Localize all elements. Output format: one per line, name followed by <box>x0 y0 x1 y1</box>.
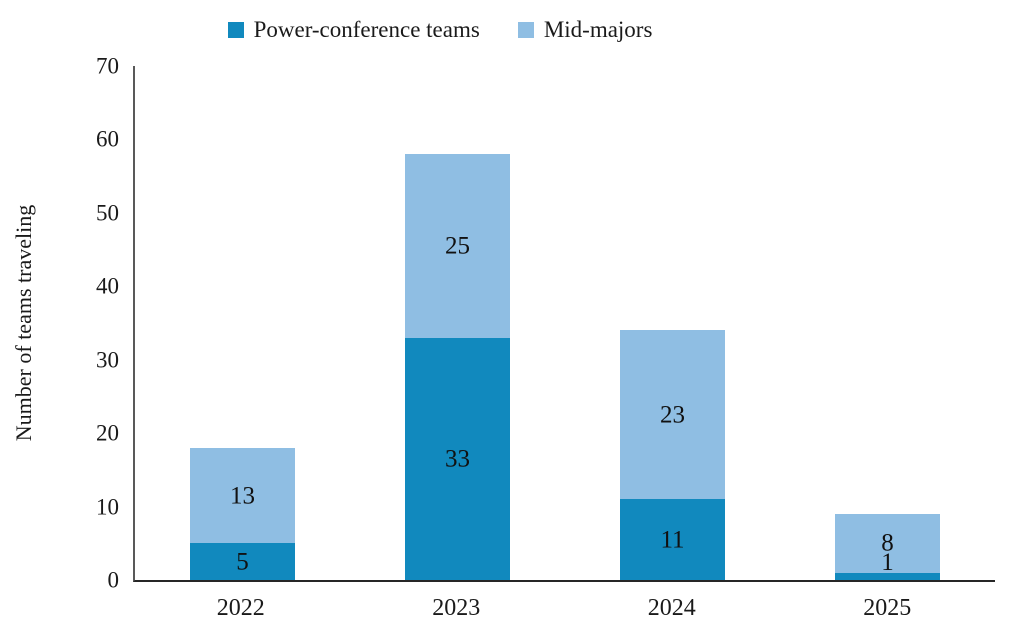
bar-value-label: 1 <box>881 548 894 576</box>
bar-group-2024: 23 11 <box>565 66 780 580</box>
x-axis-label: 2024 <box>647 595 696 621</box>
bar-value-label: 11 <box>660 526 685 554</box>
bar-stack: 13 5 <box>190 66 295 580</box>
y-tick-label: 70 <box>96 53 119 79</box>
legend-item-power-conference: Power-conference teams <box>227 17 480 42</box>
plot-area: 13 5 25 33 23 11 8 1 <box>133 66 995 582</box>
legend-swatch-power-conference <box>227 21 244 38</box>
legend-swatch-mid-majors <box>517 21 534 38</box>
bar-value-label: 5 <box>236 548 249 576</box>
x-axis-label: 2025 <box>863 595 912 621</box>
y-tick-label: 30 <box>96 347 119 373</box>
bar-stack: 23 11 <box>620 66 725 580</box>
bar-segment: 13 <box>190 447 295 544</box>
bar-value-label: 8 <box>881 529 894 557</box>
x-axis-labels: 2022 2023 2024 2025 <box>133 596 995 620</box>
legend-item-mid-majors: Mid-majors <box>517 17 653 42</box>
bar-group-2022: 13 5 <box>135 66 350 580</box>
bar-segment: 33 <box>405 337 510 580</box>
legend: Power-conference teams Mid-majors <box>0 18 880 41</box>
y-tick-label: 0 <box>107 567 120 593</box>
bar-value-label: 23 <box>660 401 685 429</box>
bar-value-label: 25 <box>445 232 470 260</box>
y-axis-title: Number of teams traveling <box>11 204 36 442</box>
y-tick-label: 10 <box>96 494 119 520</box>
bar-value-label: 33 <box>445 445 470 473</box>
bar-stack: 25 33 <box>405 66 510 580</box>
bar-group-2023: 25 33 <box>350 66 565 580</box>
legend-label-mid-majors: Mid-majors <box>543 17 653 42</box>
bar-segment: 23 <box>620 330 725 500</box>
y-tick-label: 60 <box>96 126 119 152</box>
bar-segment: 5 <box>190 543 295 580</box>
bar-segment: 11 <box>620 499 725 580</box>
bar-value-label: 13 <box>230 482 255 510</box>
x-axis-label: 2022 <box>216 595 265 621</box>
bars-container: 13 5 25 33 23 11 8 1 <box>135 66 995 580</box>
bar-segment: 8 <box>835 513 940 573</box>
y-tick-label: 40 <box>96 273 119 299</box>
x-axis-label: 2023 <box>432 595 481 621</box>
bar-segment: 25 <box>405 154 510 338</box>
bar-segment: 1 <box>835 550 940 580</box>
y-tick-label: 50 <box>96 200 119 226</box>
y-tick-label: 20 <box>96 420 119 446</box>
legend-label-power-conference: Power-conference teams <box>253 17 480 42</box>
